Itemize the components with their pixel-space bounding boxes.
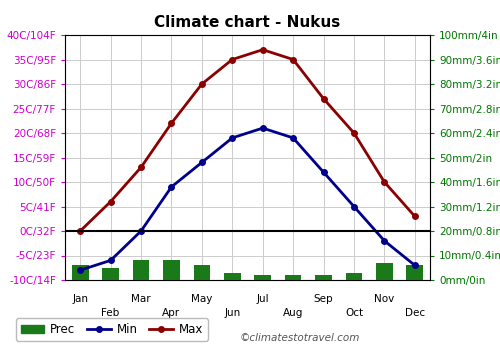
Text: ©climatestotravel.com: ©climatestotravel.com: [240, 333, 360, 343]
Legend: Prec, Min, Max: Prec, Min, Max: [16, 318, 208, 341]
Bar: [224, 273, 240, 280]
Text: Apr: Apr: [162, 308, 180, 318]
Bar: [72, 265, 88, 280]
Bar: [132, 260, 150, 280]
Bar: [406, 265, 423, 280]
Text: Mar: Mar: [131, 294, 151, 304]
Bar: [163, 260, 180, 280]
Bar: [346, 273, 362, 280]
Bar: [102, 268, 119, 280]
Bar: [315, 275, 332, 280]
Text: Jul: Jul: [256, 294, 269, 304]
Text: May: May: [191, 294, 212, 304]
Bar: [254, 275, 271, 280]
Text: Dec: Dec: [404, 308, 425, 318]
Text: Oct: Oct: [345, 308, 363, 318]
Text: Nov: Nov: [374, 294, 394, 304]
Text: Aug: Aug: [283, 308, 304, 318]
Title: Climate chart - Nukus: Climate chart - Nukus: [154, 15, 340, 30]
Text: Sep: Sep: [314, 294, 334, 304]
Text: Jun: Jun: [224, 308, 240, 318]
Text: Jan: Jan: [72, 294, 88, 304]
Text: Feb: Feb: [102, 308, 120, 318]
Bar: [194, 265, 210, 280]
Bar: [376, 263, 392, 280]
Bar: [285, 275, 302, 280]
